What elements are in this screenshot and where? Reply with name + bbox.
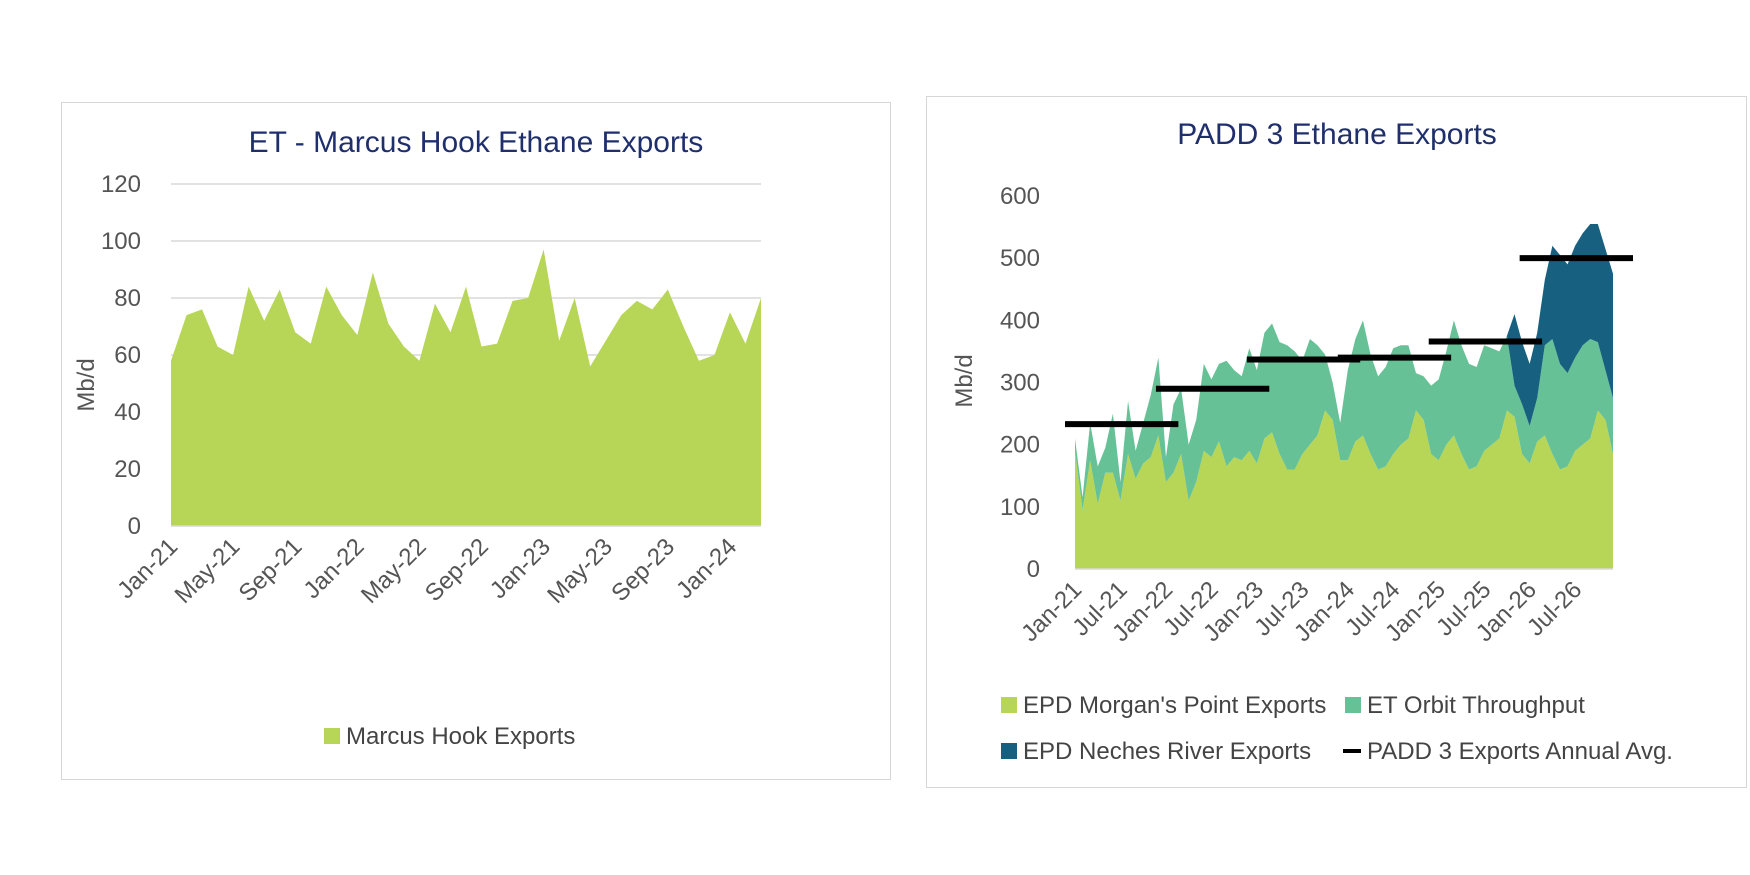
x-tick-label: Sep-23: [606, 533, 680, 607]
x-tick-label: Jan-24: [671, 533, 742, 604]
y-tick-label: 400: [1000, 307, 1040, 334]
stacked-area-series: [1075, 223, 1613, 570]
legend-swatch-neches: [1001, 743, 1017, 759]
x-axis-ticks: Jan-21Jul-21Jan-22Jul-22Jan-23Jul-23Jan-…: [1016, 576, 1587, 647]
y-tick-label: 80: [114, 285, 141, 312]
legend-swatch-marcus-hook: [324, 728, 340, 744]
x-tick-label: Jan-21: [1016, 576, 1087, 647]
y-tick-label: 100: [101, 228, 141, 255]
legend: EPD Morgan's Point Exports ET Orbit Thro…: [1001, 692, 1673, 765]
legend: Marcus Hook Exports: [324, 723, 575, 750]
y-axis-label: Mb/d: [73, 358, 100, 411]
padd3-chart-panel: PADD 3 Ethane Exports 0 100 200 300 400 500 60…: [926, 96, 1747, 788]
legend-label-annual-avg: PADD 3 Exports Annual Avg.: [1367, 738, 1673, 765]
y-tick-label: 0: [1027, 556, 1040, 583]
legend-swatch-annual-avg: [1343, 749, 1361, 753]
y-tick-label: 300: [1000, 370, 1040, 397]
y-axis-ticks: 0 100 200 300 400 500 600: [1000, 183, 1040, 583]
padd3-chart: PADD 3 Ethane Exports 0 100 200 300 400 500 60…: [951, 118, 1673, 765]
y-axis-label: Mb/d: [951, 354, 978, 407]
x-tick-label: May-22: [356, 533, 432, 609]
x-axis-ticks: Jan-21May-21Sep-21Jan-22May-22Sep-22Jan-…: [112, 533, 742, 609]
marcus-hook-chart-panel: ET - Marcus Hook Ethane Exports 0 20 40 60 8…: [61, 102, 891, 780]
chart-title: PADD 3 Ethane Exports: [1177, 118, 1497, 151]
x-tick-label: Sep-22: [420, 533, 494, 607]
y-tick-label: 60: [114, 342, 141, 369]
x-tick-label: May-23: [542, 533, 618, 609]
area-series: [171, 249, 761, 527]
y-axis-ticks: 0 20 40 60 80 100 120: [101, 171, 141, 540]
y-tick-label: 120: [101, 171, 141, 198]
area-orbit-throughput: [1075, 320, 1613, 510]
legend-label-morgans-point: EPD Morgan's Point Exports: [1023, 692, 1326, 719]
x-tick-label: May-21: [170, 533, 246, 609]
y-tick-label: 600: [1000, 183, 1040, 210]
y-tick-label: 20: [114, 456, 141, 483]
y-tick-label: 40: [114, 399, 141, 426]
x-tick-label: Sep-21: [234, 533, 308, 607]
y-tick-label: 0: [128, 513, 141, 540]
annual-average-lines: [1065, 255, 1633, 428]
legend-swatch-morgans-point: [1001, 697, 1017, 713]
y-tick-label: 200: [1000, 432, 1040, 459]
legend-label-orbit: ET Orbit Throughput: [1367, 692, 1585, 719]
legend-swatch-orbit: [1345, 697, 1361, 713]
chart-title: ET - Marcus Hook Ethane Exports: [249, 126, 704, 159]
marcus-hook-chart: ET - Marcus Hook Ethane Exports 0 20 40 60 8…: [73, 126, 761, 750]
y-tick-label: 100: [1000, 494, 1040, 521]
legend-label-neches: EPD Neches River Exports: [1023, 738, 1311, 765]
y-tick-label: 500: [1000, 245, 1040, 272]
area-morgans-point: [1075, 410, 1613, 569]
legend-label-marcus-hook: Marcus Hook Exports: [346, 723, 575, 750]
area-marcus-hook-exports: [171, 249, 761, 527]
